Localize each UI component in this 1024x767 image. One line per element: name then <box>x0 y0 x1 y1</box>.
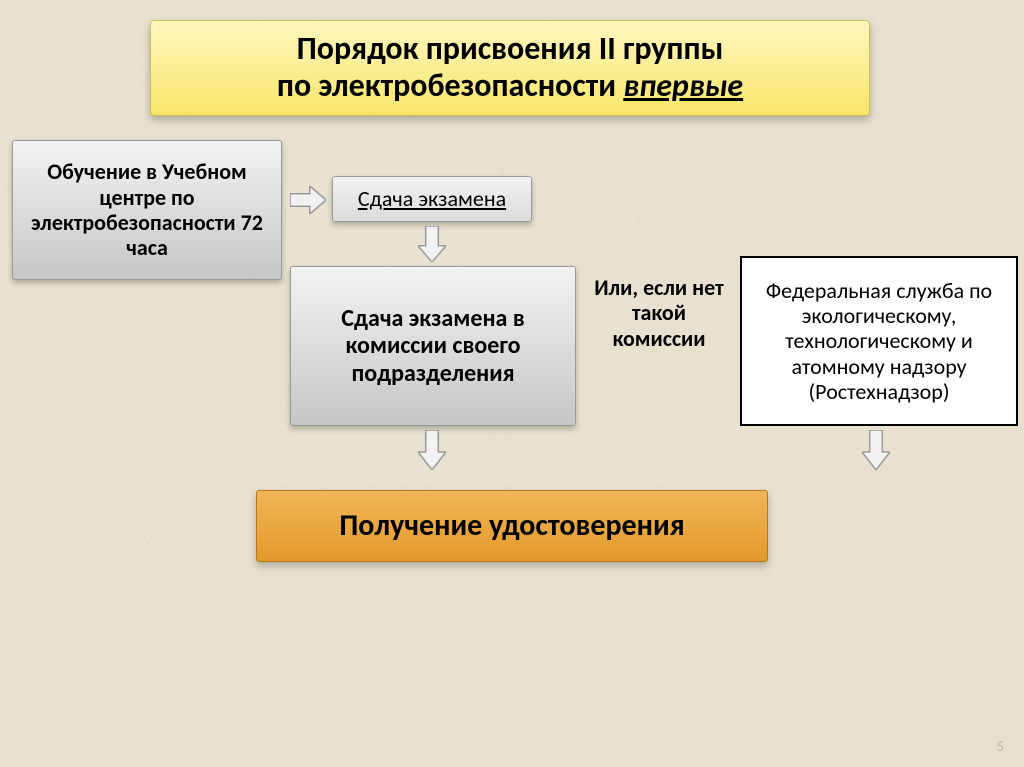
arrow-down-1 <box>418 226 446 262</box>
arrow-down-2 <box>418 430 446 470</box>
node-exam-first-label: Сдача экзамена <box>358 186 506 211</box>
node-or-text: Или, если нет такой комиссии <box>584 268 734 358</box>
page-number: 5 <box>997 738 1004 755</box>
node-exam-commission: Сдача экзамена в комиссии своего подразд… <box>290 266 576 426</box>
title-line2a: по электробезопасности <box>277 66 623 105</box>
title-line2b: впервые <box>623 66 743 105</box>
title-box: Порядок присвоения II группы по электроб… <box>150 20 870 116</box>
node-federal: Федеральная служба по экологическому, те… <box>740 256 1018 426</box>
node-result: Получение удостоверения <box>256 490 768 562</box>
title-line1: Порядок присвоения II группы <box>277 31 743 68</box>
arrow-down-3 <box>862 430 890 470</box>
node-exam-first: Сдача экзамена <box>332 176 532 222</box>
arrow-right-1 <box>290 186 326 214</box>
node-training: Обучение в Учебном центре по электробезо… <box>12 140 282 280</box>
diagram-canvas: Порядок присвоения II группы по электроб… <box>0 0 1024 767</box>
